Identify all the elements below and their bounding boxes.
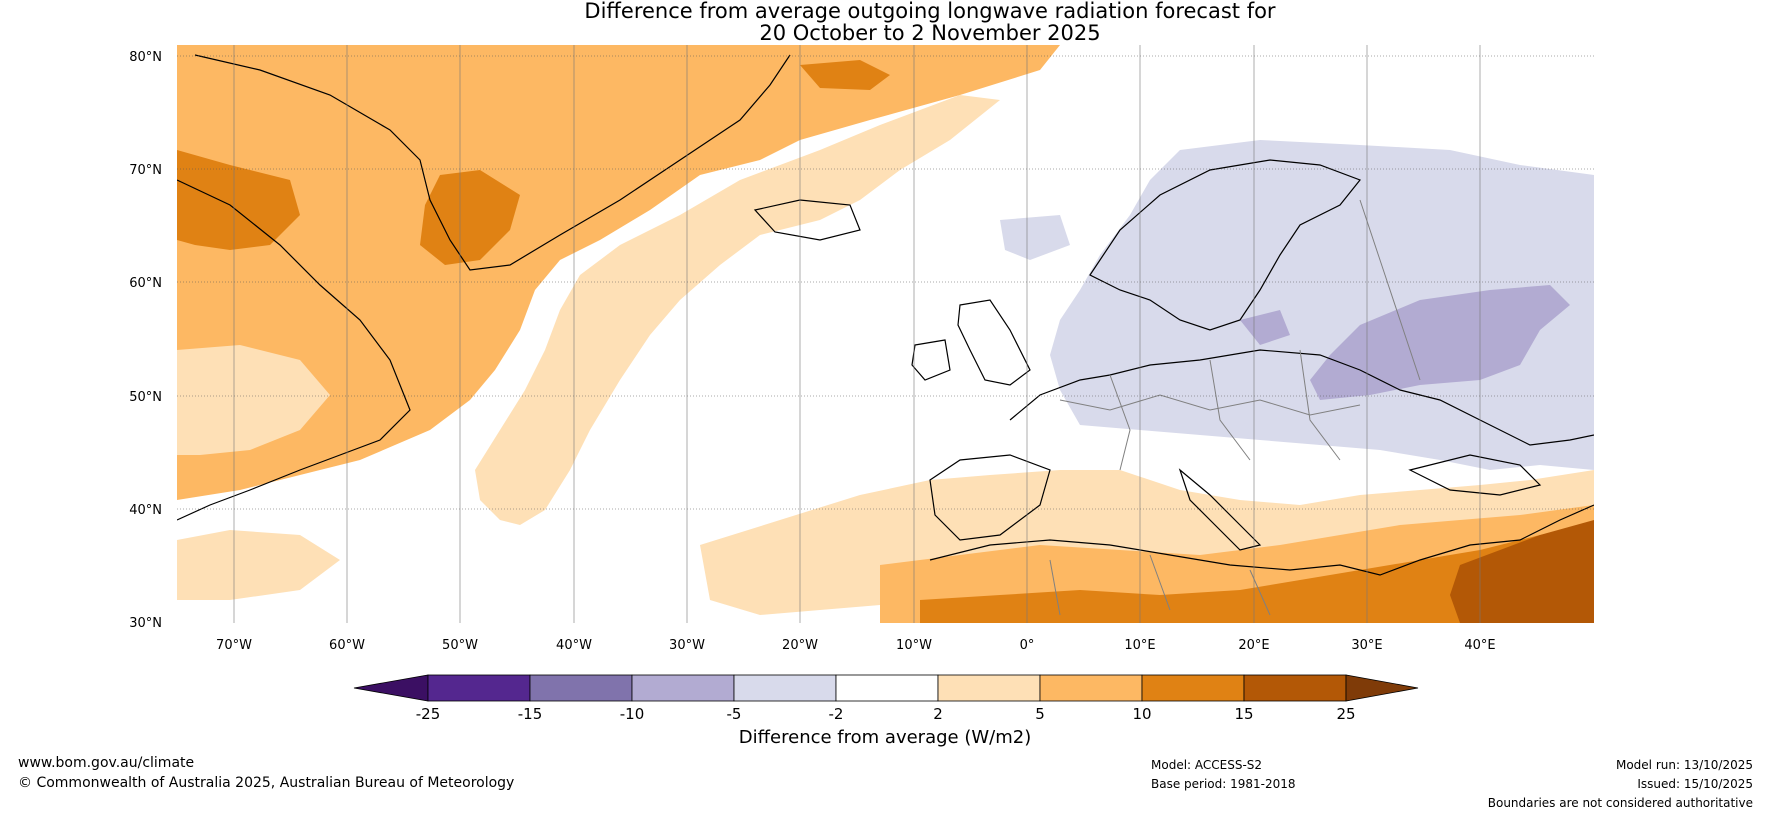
- lon-tick-label: 50°W: [442, 638, 478, 653]
- lat-tick-label: 60°N: [129, 276, 162, 291]
- copyright-text: © Commonwealth of Australia 2025, Austra…: [18, 775, 515, 791]
- lon-tick-label: 60°W: [329, 638, 365, 653]
- colorbar-swatch: [1243, 674, 1347, 702]
- colorbar-swatch: [631, 674, 735, 702]
- region-europe-cool: [1050, 140, 1594, 470]
- model-text: Model: ACCESS-S2: [1151, 758, 1263, 772]
- region-labrador-strong: [177, 150, 300, 250]
- coast-greenland: [194, 54, 791, 271]
- region-middle-east-strongest: [1450, 520, 1594, 623]
- region-west-light: [177, 345, 330, 455]
- colorbar-ticks: -25 -15 -10 -5 -2 2 5 10 15 25: [416, 705, 1356, 723]
- region-west-light-2: [177, 530, 340, 600]
- colorbar-tick-label: -2: [829, 705, 844, 723]
- colorbar-swatch: [835, 674, 939, 702]
- graticule: [177, 55, 1594, 510]
- lat-tick-label: 30°N: [129, 616, 162, 631]
- colorbar-extend-high: [1345, 674, 1419, 702]
- colorbar-tick-label: 5: [1035, 705, 1045, 723]
- coast-labrador: [177, 179, 411, 521]
- colorbar-tick-label: 10: [1132, 705, 1151, 723]
- website-link[interactable]: www.bom.gov.au/climate: [18, 755, 195, 771]
- lon-tick-label: 70°W: [216, 638, 252, 653]
- lon-tick-label: 30°W: [669, 638, 705, 653]
- region-mid-atlantic-light: [475, 95, 1000, 525]
- lat-tick-label: 40°N: [129, 503, 162, 518]
- lat-tick-label: 70°N: [129, 163, 162, 178]
- colorbar-tick-label: -15: [518, 705, 543, 723]
- chart-title-line-2: 20 October to 2 November 2025: [759, 21, 1101, 45]
- colorbar-extend-low: [353, 674, 429, 702]
- colorbar-label: Difference from average (W/m2): [738, 727, 1032, 748]
- coast-uk: [957, 299, 1031, 386]
- coast-europe: [1009, 349, 1594, 446]
- lat-tick-label: 50°N: [129, 390, 162, 405]
- region-west-atlantic-warm: [177, 45, 1060, 500]
- coast-iberia: [929, 454, 1051, 541]
- lon-tick-label: 10°E: [1124, 638, 1155, 653]
- lon-tick-label: 30°E: [1351, 638, 1382, 653]
- colorbar-tick-label: -25: [416, 705, 441, 723]
- model-run-text: Model run: 13/10/2025: [1615, 758, 1753, 772]
- chart-title-line-1: Difference from average outgoing longwav…: [584, 0, 1276, 23]
- region-scandinavia-cooler: [1240, 310, 1290, 345]
- latitude-axis: 80°N 70°N 60°N 50°N 40°N 30°N: [129, 50, 162, 631]
- issued-text: Issued: 15/10/2025: [1637, 777, 1753, 791]
- lon-tick-label: 40°W: [556, 638, 592, 653]
- colorbar-swatch: [733, 674, 837, 702]
- colorbar-tick-label: 15: [1234, 705, 1253, 723]
- colorbar-swatch: [1039, 674, 1143, 702]
- coast-ireland: [911, 339, 951, 381]
- region-greenland-strong: [420, 170, 520, 265]
- lon-tick-label: 20°E: [1238, 638, 1269, 653]
- colorbar-tick-label: 2: [933, 705, 943, 723]
- coast-italy: [1178, 468, 1262, 551]
- region-atlantic-cool: [1000, 215, 1070, 260]
- coast-north-africa: [929, 504, 1594, 576]
- colorbar-tick-label: -10: [620, 705, 645, 723]
- colorbar-tick-label: -5: [727, 705, 742, 723]
- lon-tick-label: 20°W: [782, 638, 818, 653]
- region-russia-cooler: [1310, 285, 1570, 400]
- colorbar: -25 -15 -10 -5 -2 2 5 10 15 25: [353, 674, 1419, 723]
- base-period-text: Base period: 1981-2018: [1151, 777, 1296, 791]
- coast-black-sea: [1408, 454, 1542, 496]
- lon-tick-label: 0°: [1020, 638, 1035, 653]
- region-sahara-strong: [920, 525, 1594, 623]
- region-north-strong: [800, 60, 890, 90]
- longitude-axis: 70°W 60°W 50°W 40°W 30°W 20°W 10°W 0° 10…: [216, 638, 1496, 653]
- coast-scandinavia: [1089, 159, 1361, 331]
- colorbar-swatch: [427, 674, 531, 702]
- lat-tick-label: 80°N: [129, 50, 162, 65]
- colorbar-swatch: [529, 674, 633, 702]
- meridians: [233, 45, 1481, 623]
- colorbar-swatch: [937, 674, 1041, 702]
- country-borders: [1049, 199, 1421, 616]
- lon-tick-label: 10°W: [896, 638, 932, 653]
- disclaimer-text: Boundaries are not considered authoritat…: [1487, 796, 1753, 810]
- lon-tick-label: 40°E: [1464, 638, 1495, 653]
- colorbar-swatch: [1141, 674, 1245, 702]
- map-area: [177, 45, 1594, 623]
- colorbar-tick-label: 25: [1336, 705, 1355, 723]
